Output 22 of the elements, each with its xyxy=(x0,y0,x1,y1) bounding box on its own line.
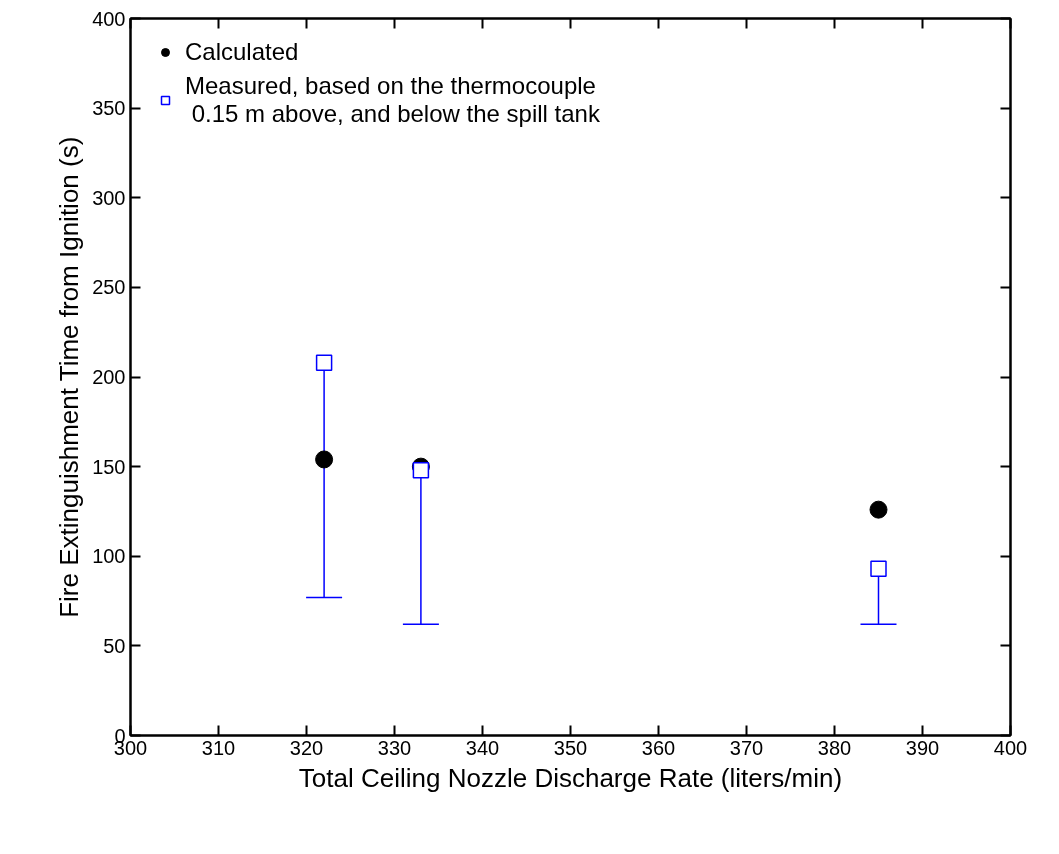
x-axis-title: Total Ceiling Nozzle Discharge Rate (liters/min) xyxy=(298,762,843,793)
legend-label: Measured, based on the thermocouple 0.15 m above, and below the spill tank xyxy=(185,72,600,128)
legend-label: Calculated xyxy=(185,38,299,66)
y-tick-label: 150 xyxy=(92,455,126,478)
x-tick-label: 400 xyxy=(993,736,1028,759)
y-tick-label: 350 xyxy=(92,97,126,120)
x-tick-label: 350 xyxy=(553,736,588,759)
y-tick-label: 50 xyxy=(103,634,126,657)
y-tick-label: 400 xyxy=(92,7,126,30)
y-axis-title: Fire Extinguishment Time from Ignition (s) xyxy=(54,136,85,618)
x-tick-label: 340 xyxy=(465,736,500,759)
x-tick-label: 320 xyxy=(289,736,324,759)
y-tick-label: 100 xyxy=(92,545,126,568)
x-tick-label: 310 xyxy=(201,736,236,759)
y-tick-label: 250 xyxy=(92,276,126,299)
y-tick-label: 200 xyxy=(92,366,126,388)
x-tick-label: 360 xyxy=(641,736,676,759)
x-tick-label: 380 xyxy=(817,736,852,759)
x-tick-label: 330 xyxy=(377,736,412,759)
x-tick-label: 370 xyxy=(729,736,764,759)
y-tick-label: 300 xyxy=(92,186,126,209)
x-tick-label: 390 xyxy=(905,736,940,759)
